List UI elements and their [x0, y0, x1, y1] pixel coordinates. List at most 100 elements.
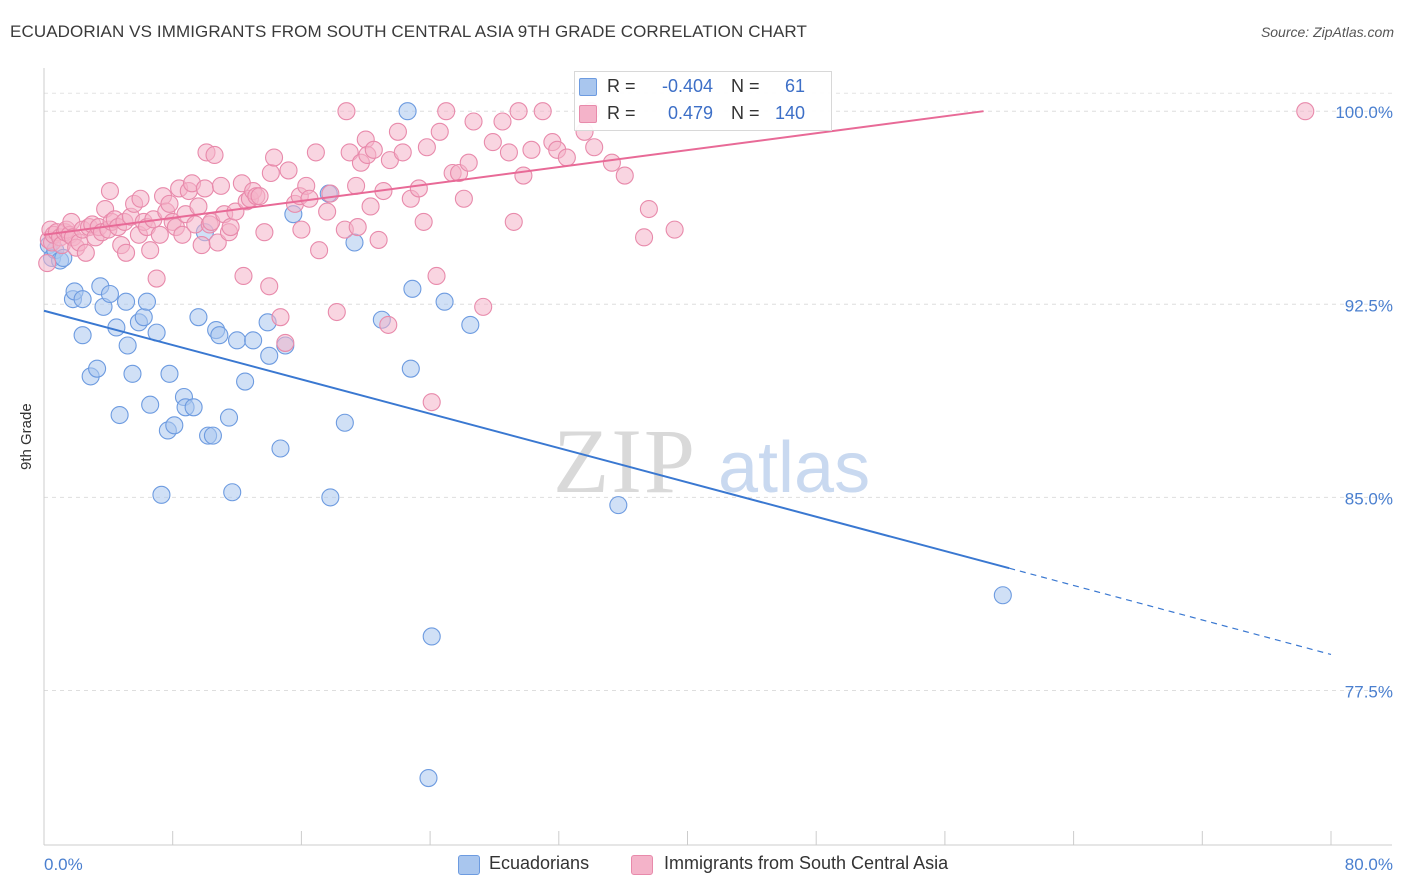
- axes: [43, 68, 1392, 846]
- legend-r-value: 0.479: [667, 103, 713, 123]
- ecuadorian-point: [403, 279, 422, 298]
- chart-source: Source: ZipAtlas.com: [1260, 24, 1394, 40]
- immigrant-point: [369, 230, 388, 249]
- ecuadorian-point: [88, 359, 107, 378]
- immigrant-point: [340, 143, 359, 162]
- immigrant-point: [430, 122, 449, 141]
- immigrant-point: [306, 143, 325, 162]
- y-tick-label: 77.5%: [1345, 683, 1393, 702]
- immigrant-point: [459, 153, 478, 172]
- immigrant-point: [265, 148, 284, 167]
- immigrants-trendline: [43, 110, 984, 236]
- immigrant-point: [221, 218, 240, 237]
- immigrant-point: [141, 241, 160, 260]
- immigrant-point: [192, 236, 211, 255]
- ecuadorian-point: [219, 408, 239, 427]
- immigrant-point: [234, 266, 253, 286]
- immigrant-point: [417, 138, 436, 157]
- immigrant-point: [131, 189, 150, 208]
- legend-label-ecuadorians: Ecuadorians: [489, 853, 590, 873]
- legend-r-label: R =: [607, 76, 636, 96]
- ecuadorian-point: [118, 336, 137, 355]
- ecuadorian-point: [73, 326, 92, 345]
- chart-title: ECUADORIAN VS IMMIGRANTS FROM SOUTH CENT…: [10, 22, 807, 41]
- legend-row-immigrants: R = 0.479 N = 140: [575, 101, 831, 127]
- immigrant-point: [276, 333, 295, 352]
- watermark-atlas: atlas: [718, 428, 870, 508]
- ecuadorian-point: [223, 483, 242, 502]
- immigrant-point: [665, 220, 684, 239]
- ecuadorian-point: [271, 439, 290, 458]
- immigrant-point: [639, 199, 658, 219]
- legend-r-value: -0.404: [661, 76, 713, 96]
- legend-row-ecuadorians: R = -0.404 N = 61: [575, 74, 831, 100]
- immigrant-point: [615, 166, 634, 185]
- legend-n-label: N =: [731, 76, 760, 96]
- immigrant-point: [454, 189, 473, 208]
- y-tick-label: 92.5%: [1345, 296, 1393, 315]
- immigrant-point: [150, 225, 169, 244]
- immigrant-point: [464, 112, 483, 131]
- immigrant-point: [173, 225, 192, 244]
- ecuadorian-point: [160, 364, 179, 383]
- immigrant-point: [347, 176, 366, 195]
- immigrant-point: [195, 179, 214, 198]
- immigrant-point: [1296, 102, 1315, 121]
- ecuadorian-point: [203, 426, 222, 445]
- ecuadorian-point: [993, 586, 1012, 605]
- immigrant-point: [361, 197, 380, 216]
- series-legend: Ecuadorians Immigrants from South Centra…: [0, 852, 1406, 878]
- immigrant-point: [348, 218, 367, 237]
- immigrant-point: [393, 143, 412, 162]
- immigrant-point: [337, 102, 356, 121]
- legend-n-label: N =: [731, 103, 760, 123]
- immigrant-point: [522, 140, 541, 159]
- immigrant-point: [189, 197, 208, 216]
- immigrant-point: [364, 140, 383, 159]
- ecuadorian-point: [100, 284, 120, 304]
- immigrant-point: [261, 163, 280, 183]
- ecuadorian-point: [244, 331, 263, 350]
- immigrant-point: [321, 184, 340, 203]
- immigrants-points: [38, 102, 1315, 412]
- ecuadorians-trendline: [43, 309, 1010, 570]
- legend-swatch-ecuadorians: [458, 855, 480, 875]
- x-tick-label: 0.0%: [44, 855, 83, 874]
- immigrant-point: [474, 297, 493, 316]
- immigrant-point: [255, 223, 274, 242]
- immigrant-point: [271, 308, 290, 327]
- immigrant-point: [208, 233, 227, 252]
- immigrant-point: [310, 241, 329, 260]
- legend-swatch-immigrants: [579, 105, 597, 123]
- ecuadorian-point: [228, 331, 247, 350]
- watermark: ZIP atlas: [553, 410, 870, 512]
- immigrant-point: [327, 302, 346, 322]
- immigrant-point: [514, 166, 533, 185]
- ecuadorian-point: [236, 372, 255, 391]
- immigrant-point: [409, 179, 428, 198]
- legend-swatch-immigrants: [631, 855, 653, 875]
- immigrant-point: [483, 133, 502, 152]
- immigrant-point: [533, 102, 552, 121]
- ecuadorian-point: [401, 359, 420, 378]
- ecuadorian-point: [609, 496, 628, 515]
- immigrant-point: [292, 220, 311, 239]
- immigrant-point: [279, 161, 298, 180]
- ecuadorian-point: [152, 485, 171, 504]
- immigrant-point: [414, 212, 433, 231]
- x-tick-label: 80.0%: [1345, 855, 1393, 874]
- immigrant-point: [379, 315, 398, 334]
- watermark-zip: ZIP: [553, 410, 697, 512]
- immigrant-point: [557, 148, 576, 167]
- ecuadorians-trendline-extension: [1009, 567, 1332, 656]
- ecuadorian-point: [165, 416, 184, 435]
- y-tick-label: 100.0%: [1335, 103, 1393, 122]
- ecuadorian-point: [321, 488, 340, 507]
- legend-label-immigrants: Immigrants from South Central Asia: [664, 853, 949, 873]
- legend-swatch-ecuadorians: [579, 78, 597, 96]
- tick-labels: 100.0% 92.5% 85.0% 77.5% 0.0% 80.0%: [44, 103, 1393, 874]
- ecuadorian-point: [189, 308, 208, 327]
- ecuadorian-point: [435, 292, 454, 311]
- immigrant-point: [260, 277, 279, 296]
- immigrant-point: [509, 102, 528, 121]
